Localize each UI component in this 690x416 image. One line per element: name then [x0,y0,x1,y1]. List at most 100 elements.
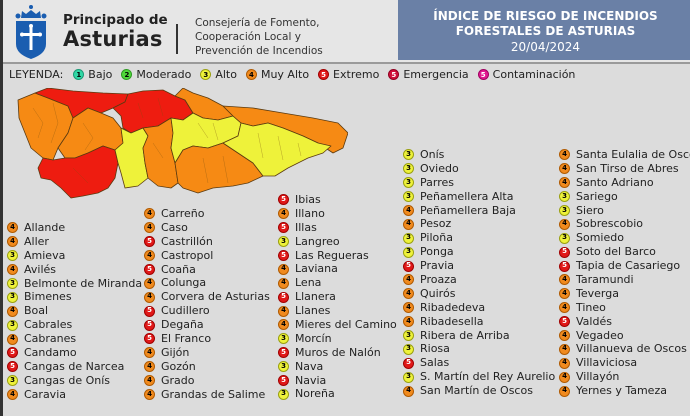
municipality-name: Peñamellera Baja [420,203,516,217]
municipality-row: 3 Ponga [403,245,555,259]
level-badge-icon: 3 [403,163,414,175]
municipality-row: 4 Avilés [7,263,142,277]
municipality-name: Langreo [295,234,340,248]
municipality-name: Llanera [295,290,336,304]
municipality-row: 3 Cangas de Onís [7,374,142,388]
municipality-name: Proaza [420,273,457,287]
department-line: Cooperación Local y [195,31,301,43]
brand-name: Principado de Asturias [63,13,168,51]
department-line: Consejería de Fomento, [195,17,320,29]
level-badge-icon: 4 [144,208,155,220]
municipality-name: Sariego [576,189,618,203]
municipality-name: Sobrescobio [576,217,644,231]
level-badge-icon: 3 [7,291,18,303]
municipality-name: Villayón [576,370,620,384]
level-badge-icon: 4 [144,250,155,262]
level-badge-icon: 4 [403,288,414,300]
municipality-row: 5 Cudillero [144,304,270,318]
municipality-row: 4 Allande [7,221,142,235]
municipality-row: 3 Bimenes [7,290,142,304]
municipality-name: Degaña [161,318,204,332]
municipality-row: 3 Langreo [278,235,397,249]
municipality-row: 3 Peñamellera Alta [403,190,555,204]
level-badge-icon: 5 [144,333,155,345]
municipality-name: El Franco [161,332,212,346]
municipality-row: 4 Santo Adriano [559,176,690,190]
asturias-crest-icon [15,5,47,59]
municipality-row: 4 Teverga [559,287,690,301]
municipality-name: Cabrales [24,318,73,332]
level-badge-icon: 4 [403,274,414,286]
municipality-name: Ribera de Arriba [420,328,510,342]
municipality-name: Onís [420,148,445,161]
level-badge-icon: 5 [278,347,289,359]
municipality-row: 4 Caso [144,221,270,235]
municipality-row: 4 Caravia [7,388,142,402]
level-badge-icon: 4 [559,218,570,230]
municipality-row: 5 Coaña [144,263,270,277]
level-badge-icon: 4 [559,274,570,286]
municipality-row: 4 Mieres del Camino [278,318,397,332]
map-region-southwest-red [37,145,119,199]
municipality-name: Tapia de Casariego [576,259,681,273]
municipality-row: 3 Noreña [278,387,397,401]
legend-item-label: Contaminación [492,68,576,81]
level-badge-icon: 3 [559,191,570,203]
municipality-name: Valdés [576,314,612,328]
level-badge-icon: 5 [278,222,289,234]
municipality-name: Navia [295,373,327,387]
level-badge-icon: 2 [121,69,133,80]
municipality-row: 4 Cabranes [7,332,142,346]
level-badge-icon: 3 [403,232,414,244]
legend-label: LEYENDA: [9,68,64,81]
level-badge-icon: 4 [403,385,414,397]
municipality-name: San Martín de Oscos [420,384,533,398]
municipality-row: 3 Cabrales [7,318,142,332]
level-badge-icon: 4 [278,305,289,317]
level-badge-icon: 5 [559,246,570,258]
department-line: Prevención de Incendios [195,45,323,57]
legend: LEYENDA: 1 Bajo 2 Moderado 3 Alto 4 Muy Alto… [3,64,690,85]
municipality-name: Laviana [295,262,338,276]
legend-item-muy-alto: 4 Muy Alto [245,68,310,81]
title-line-2: FORESTALES DE ASTURIAS [455,24,636,38]
municipality-name: Amieva [24,248,66,262]
municipality-name: Nava [295,359,324,373]
level-badge-icon: 4 [559,330,570,342]
municipality-name: Avilés [24,262,57,276]
municipality-name: Riosa [420,342,450,356]
level-badge-icon: 4 [144,361,155,373]
level-badge-icon: 1 [73,69,85,80]
municipality-row: 4 Illano [278,207,397,221]
municipality-row: 4 San Martín de Oscos [403,384,555,398]
municipality-name: Colunga [161,276,207,290]
municipality-row: 4 Pesoz [403,217,555,231]
level-badge-icon: 3 [403,191,414,203]
legend-item-alto: 3 Alto [200,68,237,81]
municipality-row: 3 Nava [278,360,397,374]
level-badge-icon: 5 [278,375,289,387]
level-badge-icon: 3 [559,232,570,244]
municipality-row: 3 Amieva [7,249,142,263]
level-badge-icon: 4 [278,319,289,331]
municipality-row: 4 Vegadeo [559,329,690,343]
municipality-row: 4 Santa Eulalia de Oscos [559,148,690,162]
municipality-row: 4 Yernes y Tameza [559,384,690,398]
level-badge-icon: 5 [278,194,289,206]
municipality-row: 4 Quirós [403,287,555,301]
level-badge-icon: 4 [403,316,414,328]
municipality-name: Ribadedeva [420,300,486,314]
municipality-row: 4 Colunga [144,276,270,290]
municipality-name: Caso [161,220,188,234]
municipality-row: 4 Taramundi [559,273,690,287]
municipality-name: Aller [24,234,49,248]
municipality-row: 4 Ribadedeva [403,301,555,315]
level-badge-icon: 4 [7,236,18,248]
municipality-row: 4 Boal [7,304,142,318]
level-badge-icon: 3 [403,149,414,161]
municipality-name: Parres [420,175,454,189]
level-badge-icon: 4 [559,371,570,383]
municipality-row: 4 Carreño [144,207,270,221]
legend-item-label: Muy Alto [260,68,310,81]
municipality-row: 3 Onís [403,148,555,162]
